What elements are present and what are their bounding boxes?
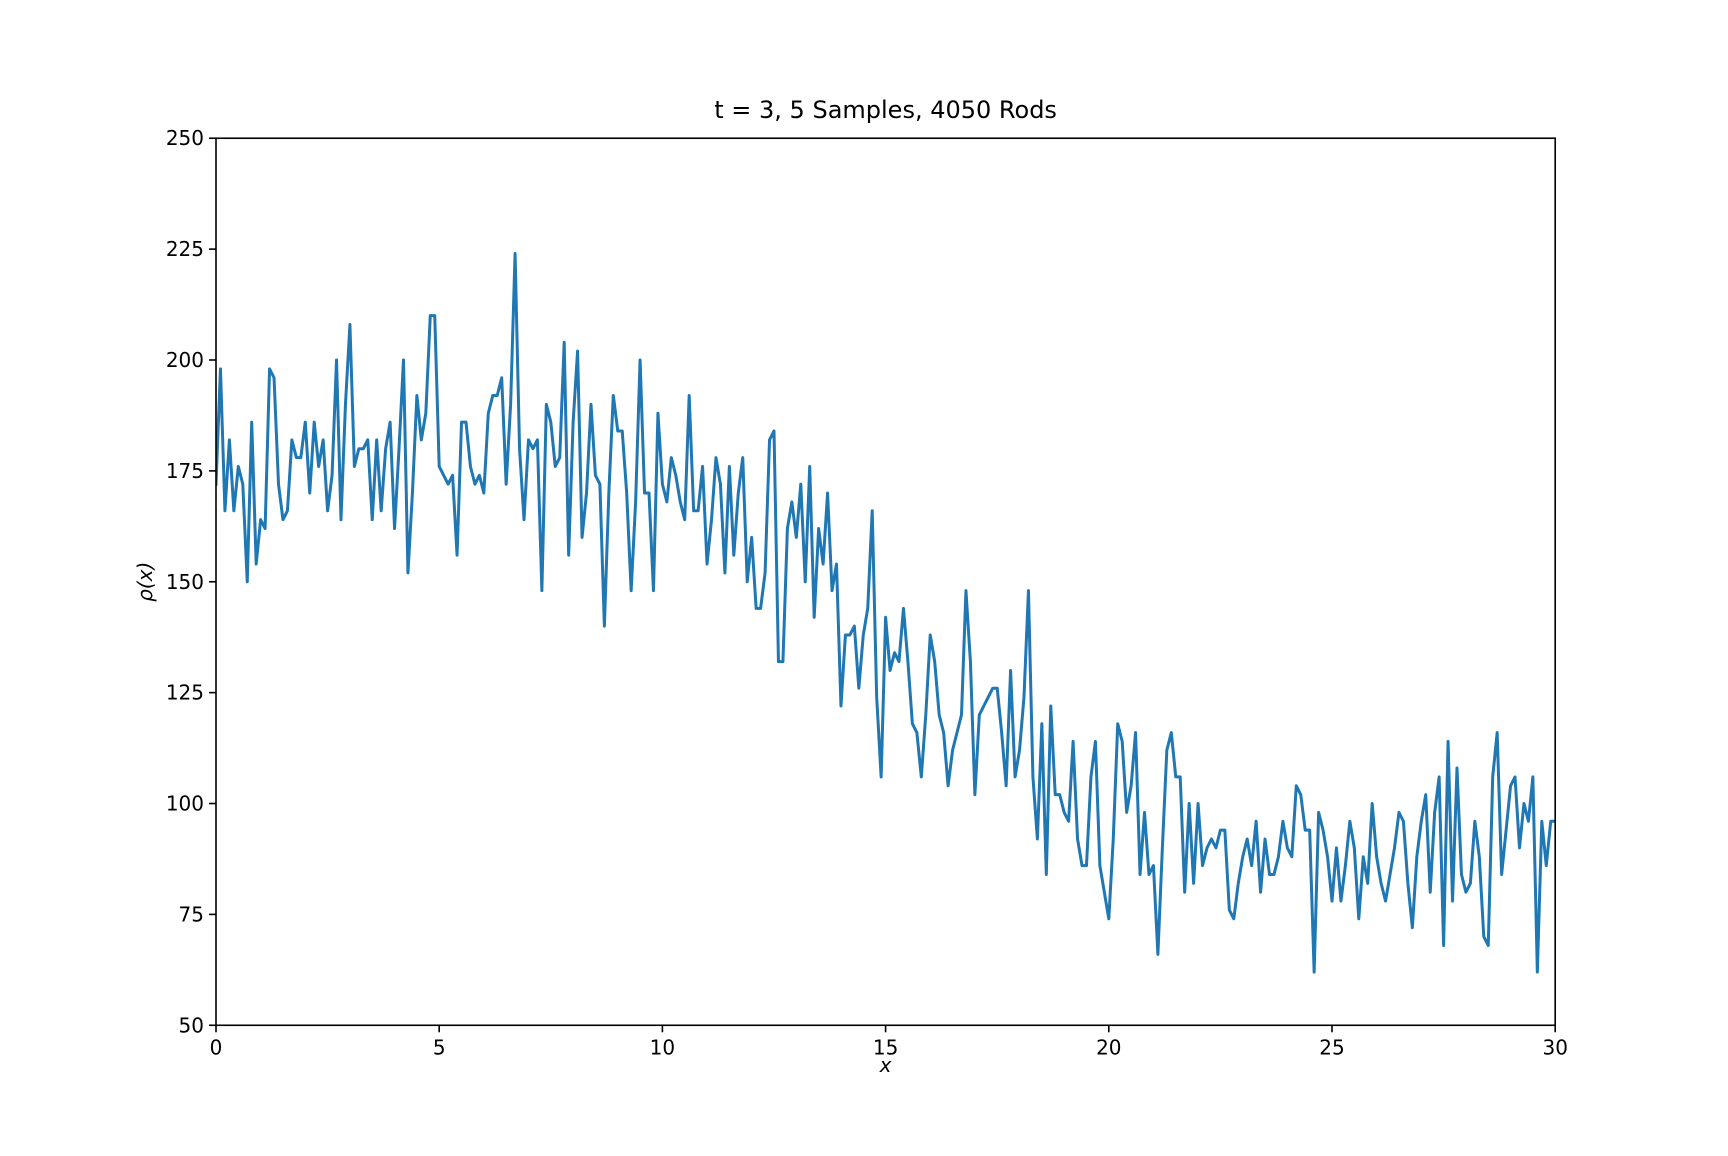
y-tick-label: 125 [166, 681, 204, 705]
x-tick-label: 20 [1096, 1035, 1121, 1059]
x-tick-label: 15 [873, 1035, 898, 1059]
x-axis-label: x [879, 1053, 892, 1077]
y-tick-label: 200 [166, 348, 204, 372]
y-tick-label: 100 [166, 792, 204, 816]
y-tick-label: 50 [179, 1013, 204, 1037]
x-tick-label: 5 [433, 1035, 446, 1059]
chart-title: t = 3, 5 Samples, 4050 Rods [714, 96, 1057, 124]
x-tick-label: 10 [650, 1035, 675, 1059]
plot-frame [215, 137, 1556, 1027]
y-tick-label: 175 [166, 459, 204, 483]
x-tick-label: 25 [1319, 1035, 1344, 1059]
y-tick-label: 75 [179, 902, 204, 926]
x-tick-label: 30 [1542, 1035, 1567, 1059]
y-axis-label: ρ(x) [133, 562, 157, 602]
data-line [216, 252, 1556, 974]
x-tick-label: 0 [210, 1035, 223, 1059]
y-tick-label: 150 [166, 570, 204, 594]
y-tick-label: 250 [166, 126, 204, 150]
y-tick-label: 225 [166, 237, 204, 261]
